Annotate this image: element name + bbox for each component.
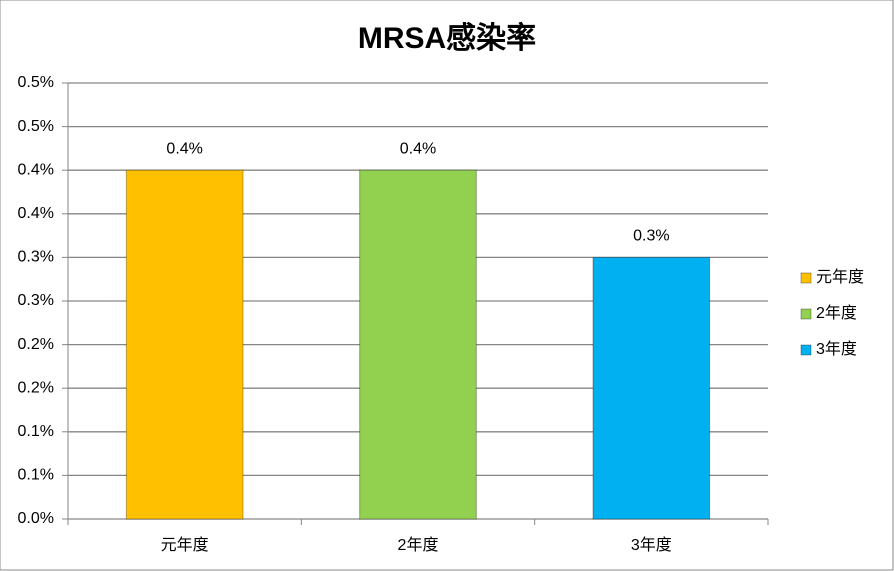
x-tick-label: 2年度 [398, 536, 439, 554]
bar [592, 256, 711, 520]
legend-swatch [800, 344, 812, 356]
y-tick-label: 0.3% [18, 292, 54, 309]
y-tick-label: 0.0% [18, 510, 54, 527]
y-tick-label: 0.2% [18, 336, 54, 353]
y-tick-label: 0.4% [18, 161, 54, 178]
y-tick-label: 0.2% [18, 379, 54, 396]
data-label: 0.4% [400, 140, 436, 157]
chart-title: MRSA感染率 [358, 22, 536, 55]
data-label: 0.4% [166, 140, 202, 157]
legend-label: 3年度 [816, 340, 857, 358]
y-tick-label: 0.1% [18, 423, 54, 440]
y-tick-label: 0.5% [18, 74, 54, 91]
bar [359, 169, 477, 520]
legend-swatch [800, 308, 812, 320]
legend-swatch [800, 272, 812, 284]
legend-label: 2年度 [816, 304, 857, 322]
bar [125, 169, 244, 520]
y-tick-label: 0.1% [18, 467, 54, 484]
y-tick-label: 0.4% [18, 205, 54, 222]
data-label: 0.3% [633, 228, 669, 245]
y-tick-label: 0.3% [18, 249, 54, 266]
legend-label: 元年度 [816, 268, 864, 286]
y-tick-label: 0.5% [18, 118, 54, 135]
x-tick-label: 3年度 [631, 536, 672, 554]
x-tick-label: 元年度 [161, 536, 209, 554]
